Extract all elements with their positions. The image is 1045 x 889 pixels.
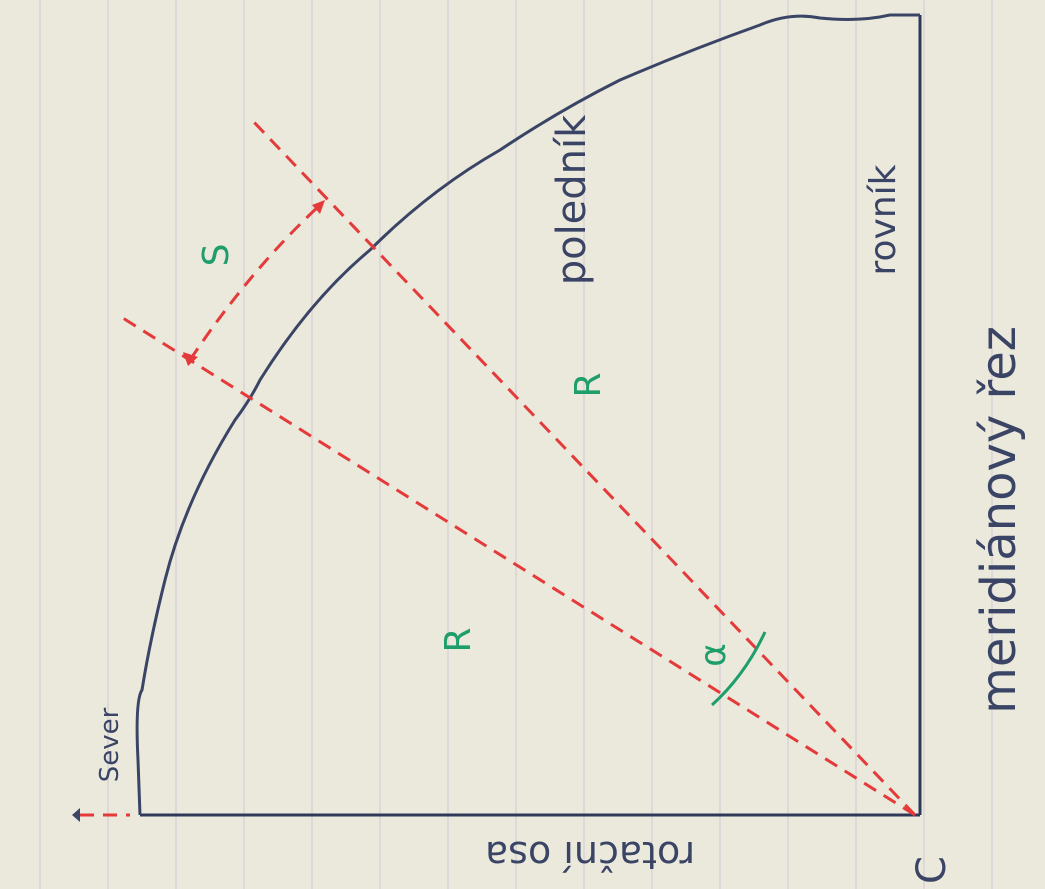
axis-label: rotační osa — [485, 833, 695, 877]
angle-label: α — [693, 643, 734, 667]
diagram: poledník rovník meridiánový řez rotační … — [0, 0, 1045, 889]
equator-label: rovník — [863, 164, 904, 275]
north-label: Sever — [95, 707, 125, 782]
meridian-label: poledník — [549, 114, 595, 285]
section-label: meridiánový řez — [971, 326, 1027, 714]
paper — [0, 0, 1045, 889]
arc-label: S — [196, 244, 237, 267]
radius-label: R — [568, 372, 609, 397]
center-label: C — [909, 856, 955, 884]
radius-label: R — [438, 627, 479, 652]
